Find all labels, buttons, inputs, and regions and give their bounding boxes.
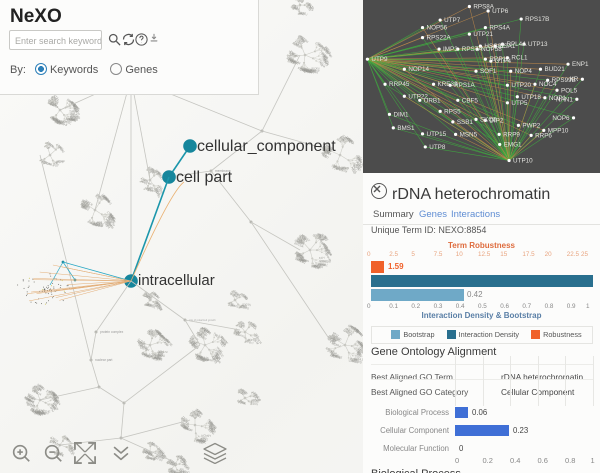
svg-text:MSN5: MSN5 <box>460 131 478 138</box>
svg-text:FLX2: FLX2 <box>58 146 66 154</box>
svg-text:cellular_component: cellular_component <box>197 138 336 155</box>
svg-text:DIM1: DIM1 <box>393 111 409 118</box>
svg-text:UTP15: UTP15 <box>427 131 447 138</box>
svg-text:UTP4: UTP4 <box>495 58 512 65</box>
svg-text:A5RF: A5RF <box>153 292 161 300</box>
svg-text:NOC4: NOC4 <box>539 81 557 88</box>
svg-text:BMS1: BMS1 <box>397 125 415 132</box>
svg-text:RRP6: RRP6 <box>535 132 552 139</box>
svg-text:RRP45: RRP45 <box>389 81 410 88</box>
svg-text:UTP7: UTP7 <box>444 17 461 24</box>
svg-text:UTP9: UTP9 <box>371 56 388 63</box>
svg-text:cell part: cell part <box>176 169 233 186</box>
svg-text:POL5: POL5 <box>561 87 578 94</box>
svg-text:NAN1: NAN1 <box>556 96 573 103</box>
svg-text:UTP13: UTP13 <box>528 41 548 48</box>
svg-text:protein complex: protein complex <box>100 330 124 334</box>
svg-text:URB1: URB1 <box>424 97 441 104</box>
svg-text:KR: KR <box>570 76 579 83</box>
svg-text:BUD21: BUD21 <box>544 66 565 73</box>
svg-text:PWP2: PWP2 <box>522 122 540 129</box>
svg-text:EMG1: EMG1 <box>504 141 522 148</box>
svg-text:X7I: X7I <box>163 341 169 347</box>
svg-text:HSC82: HSC82 <box>484 43 505 50</box>
svg-text:intracellular: intracellular <box>138 272 215 289</box>
svg-text:RPS17B: RPS17B <box>525 16 549 23</box>
svg-text:ENP1: ENP1 <box>572 61 589 68</box>
svg-text:NOP4: NOP4 <box>515 68 533 75</box>
svg-text:SSB1: SSB1 <box>457 119 474 126</box>
svg-text:RPS7A: RPS7A <box>462 46 483 53</box>
svg-text:RCL1: RCL1 <box>511 55 528 62</box>
svg-text:SOF1: SOF1 <box>480 68 497 75</box>
svg-text:NOP6: NOP6 <box>552 115 570 122</box>
svg-text:RPS22A: RPS22A <box>427 35 452 42</box>
svg-text:UTP10: UTP10 <box>513 157 533 164</box>
svg-text:UTP6: UTP6 <box>492 8 509 15</box>
svg-text:BKBDD: BKBDD <box>239 305 249 311</box>
svg-text:I88: I88 <box>243 295 249 301</box>
svg-text:CBF5: CBF5 <box>462 97 479 104</box>
svg-text:UTP8: UTP8 <box>429 144 446 151</box>
svg-text:UTP5: UTP5 <box>511 100 528 107</box>
svg-text:DIP2: DIP2 <box>489 117 503 124</box>
svg-text:RPS5: RPS5 <box>444 108 461 115</box>
svg-text:NOP14: NOP14 <box>408 66 429 73</box>
svg-text:IMP3: IMP3 <box>443 46 458 53</box>
svg-text:5CDA: 5CDA <box>311 264 320 270</box>
svg-text:RRP9: RRP9 <box>503 131 520 138</box>
svg-text:RPS4A: RPS4A <box>489 25 510 32</box>
svg-text:nuclear part: nuclear part <box>95 358 112 362</box>
svg-text:RPL4A: RPL4A <box>506 41 527 48</box>
svg-text:RPS1A: RPS1A <box>454 82 475 89</box>
svg-text:NOP56: NOP56 <box>427 25 448 32</box>
svg-text:UTP20: UTP20 <box>511 82 531 89</box>
svg-text:UTP21: UTP21 <box>473 31 493 38</box>
svg-text:ZM4ZY: ZM4ZY <box>349 358 359 364</box>
